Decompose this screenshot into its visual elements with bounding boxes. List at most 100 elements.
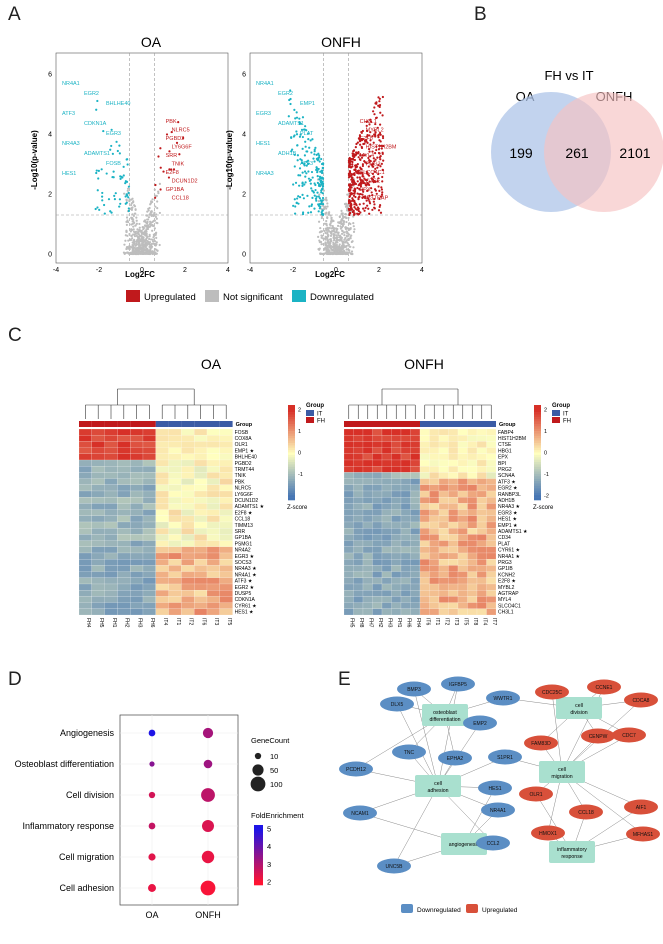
volcano-point-up xyxy=(364,138,368,142)
heatmap-cell xyxy=(419,503,430,510)
volcano-point-ns xyxy=(133,205,137,208)
heatmap-cell xyxy=(155,596,169,603)
heatmap-cell xyxy=(206,490,220,498)
heatmap-cell xyxy=(400,484,411,492)
volcano-point-up xyxy=(364,195,367,198)
volcano-point-ns xyxy=(132,252,135,255)
heatmap-cell xyxy=(130,602,144,609)
heatmap-cell xyxy=(381,528,392,535)
heatmap-column-label: FH4 xyxy=(415,618,421,628)
heatmap-cell xyxy=(438,509,449,516)
heatmap-cell xyxy=(353,509,364,516)
heatmap-cell xyxy=(381,472,392,479)
volcano-point-ns xyxy=(327,235,330,238)
volcano-point-down xyxy=(112,176,115,179)
heatmap-gene-label: PBK xyxy=(235,479,246,485)
heatmap-cell xyxy=(448,528,459,535)
volcano-point-ns xyxy=(324,231,327,235)
heatmap-oa-title: OA xyxy=(201,356,222,372)
heatmap-cell xyxy=(78,565,92,572)
heatmap-cell xyxy=(438,552,449,560)
heatmap-cell xyxy=(410,534,421,541)
heatmap-cell xyxy=(362,435,373,442)
zscore-scale-step xyxy=(288,426,295,430)
heatmap-column-label: FH8 xyxy=(358,618,364,628)
volcano-point-ns xyxy=(128,232,131,236)
heatmap-gene-label: GP1BA xyxy=(235,535,252,541)
zscore-scale-step xyxy=(288,424,295,427)
volcano-point-down xyxy=(321,209,324,212)
heatmap-cell xyxy=(362,552,373,560)
dotplot-group-label: OA xyxy=(145,910,158,920)
volcano-point-ns xyxy=(155,217,158,220)
legend-down-swatch xyxy=(292,290,306,302)
heatmap-cell xyxy=(78,552,92,560)
heatmap-cell xyxy=(400,596,411,603)
heatmap-cell xyxy=(155,503,169,510)
heatmap-cell xyxy=(410,484,421,492)
venn-circle-onfh xyxy=(544,92,663,212)
volcano-point-down xyxy=(114,192,117,195)
heatmap-column-label: IT3 xyxy=(453,618,459,625)
heatmap-cell xyxy=(168,552,182,560)
heatmap-cell xyxy=(78,497,92,504)
volcano-point-ns xyxy=(140,242,144,245)
volcano-point-ns xyxy=(335,249,338,252)
heatmap-cell xyxy=(194,528,208,535)
network-hub-label: angiogenesis xyxy=(449,842,480,848)
heatmap-cell xyxy=(410,559,421,566)
dotplot-category-label: Angiogenesis xyxy=(60,728,115,738)
volcano-point-ns xyxy=(329,222,332,225)
heatmap-cell xyxy=(104,503,118,510)
venn-left-count: 199 xyxy=(509,145,533,161)
volcano-point-up xyxy=(361,137,365,141)
heatmap-cell xyxy=(381,478,392,485)
volcano-point-down xyxy=(111,152,114,155)
heatmap-cell xyxy=(410,459,421,467)
heatmap-cell xyxy=(438,590,449,597)
heatmap-cell xyxy=(457,472,468,479)
heatmap-cell xyxy=(206,602,220,609)
heatmap-cell xyxy=(429,484,440,492)
zscore-scale-step xyxy=(288,485,295,489)
panel-label-c: C xyxy=(8,325,22,346)
heatmap-cell xyxy=(362,447,373,454)
network-gene-node-up xyxy=(519,786,553,802)
heatmap-cell xyxy=(410,478,421,485)
heatmap-cell xyxy=(353,528,364,535)
heatmap-cell xyxy=(486,546,497,554)
heatmap-cell xyxy=(219,490,233,498)
volcano-oa-title: OA xyxy=(141,34,162,50)
volcano-point-ns xyxy=(151,229,154,232)
heatmap-cell xyxy=(476,459,487,467)
heatmap-cell xyxy=(372,559,383,566)
y-tick-label: 4 xyxy=(242,132,246,139)
heatmap-cell xyxy=(168,472,182,479)
volcano-point-ns xyxy=(133,240,136,244)
heatmap-cell xyxy=(168,602,182,609)
heatmap-cell xyxy=(155,590,169,597)
network-gene-node-down xyxy=(397,681,431,697)
volcano-point-down xyxy=(127,196,130,199)
heatmap-cell xyxy=(142,453,156,461)
zscore-scale-step xyxy=(534,414,541,418)
zscore-scale-step xyxy=(288,431,295,434)
heatmap-gene-label: HBG1 xyxy=(498,448,512,454)
zscore-scale-step xyxy=(288,447,295,451)
heatmap-column-label: FH3 xyxy=(136,618,142,628)
heatmap-cell xyxy=(130,521,144,529)
heatmap-cell xyxy=(91,540,105,547)
heatmap-cell xyxy=(353,590,364,597)
x-tick-label: -2 xyxy=(96,267,102,274)
heatmap-gene-label: PGBD2 xyxy=(235,461,252,467)
heatmap-cell xyxy=(362,565,373,572)
volcano-point-up xyxy=(354,164,357,168)
panel-label-d: D xyxy=(8,669,22,690)
network-gene-label: HMOX1 xyxy=(539,831,557,837)
heatmap-cell xyxy=(467,590,478,597)
volcano-point-up xyxy=(367,147,371,151)
heatmap-cell xyxy=(206,546,220,554)
volcano-point-down xyxy=(109,210,112,213)
heatmap-cell xyxy=(117,521,131,529)
